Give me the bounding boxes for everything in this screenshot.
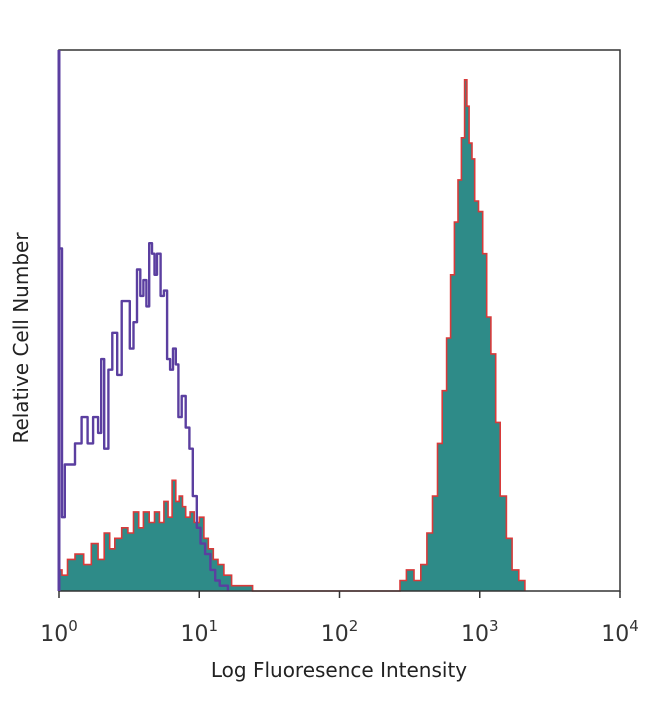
x-tick-layer: 100 101 102 103 104 bbox=[40, 591, 639, 647]
x-tick-label: 103 bbox=[461, 617, 499, 647]
plot-background bbox=[59, 50, 620, 591]
stained-histogram-fill bbox=[59, 79, 525, 592]
x-axis-title: Log Fluoresence Intensity bbox=[211, 658, 467, 682]
isotype-control-outline bbox=[59, 242, 230, 591]
x-tick-label: 104 bbox=[601, 617, 639, 647]
series-layer bbox=[59, 79, 526, 592]
x-tick-label: 100 bbox=[40, 617, 78, 647]
y-axis-title: Relative Cell Number bbox=[9, 232, 33, 444]
stained-histogram-outline bbox=[59, 79, 526, 592]
x-tick-label: 101 bbox=[180, 617, 218, 647]
x-tick-label: 102 bbox=[321, 617, 359, 647]
